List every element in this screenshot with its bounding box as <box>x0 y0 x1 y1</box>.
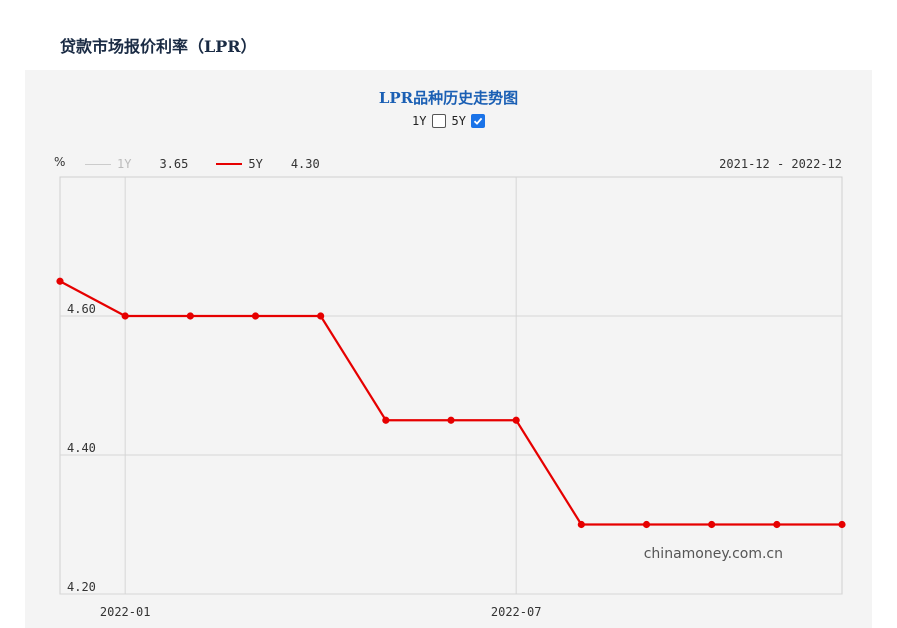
data-point[interactable] <box>56 277 64 285</box>
toggle-1y[interactable]: 1Y <box>412 114 446 128</box>
toggle-5y[interactable]: 5Y <box>452 114 485 128</box>
legend-value: 4.30 <box>290 157 320 171</box>
data-point[interactable] <box>186 312 194 320</box>
x-tick-label: 2022-07 <box>491 605 542 619</box>
toggle-5y-label: 5Y <box>451 114 466 128</box>
checkmark-icon <box>473 117 483 125</box>
y-unit-label: % <box>54 155 66 169</box>
page-title: 贷款市场报价利率（LPR） <box>60 37 257 56</box>
y-tick-label: 4.60 <box>67 302 96 316</box>
toggle-5y-checkbox[interactable] <box>470 114 485 128</box>
data-point[interactable] <box>708 520 716 529</box>
data-point[interactable] <box>512 416 520 424</box>
legend-line-icon <box>85 163 111 165</box>
legend-name: 1Y <box>117 157 132 171</box>
data-point[interactable] <box>838 520 846 529</box>
data-point[interactable] <box>251 312 260 320</box>
data-point[interactable] <box>577 520 585 529</box>
date-range-label: 2021-12 - 2022-12 <box>719 157 842 171</box>
data-point[interactable] <box>773 520 781 529</box>
toggle-1y-label: 1Y <box>412 114 427 128</box>
data-point[interactable] <box>317 312 325 320</box>
y-tick-label: 4.20 <box>67 580 96 594</box>
x-axis: 2022-01 2022-07 <box>100 605 542 619</box>
chart-title: LPR品种历史走势图 <box>378 89 519 107</box>
y-tick-label: 4.40 <box>67 441 96 455</box>
data-point[interactable] <box>382 416 390 424</box>
series-points <box>56 277 846 529</box>
legend-name: 5Y <box>248 157 263 171</box>
watermark: chinamoney.com.cn <box>644 546 783 562</box>
toggle-1y-checkbox[interactable] <box>431 114 446 128</box>
y-axis: 4.20 4.40 4.60 <box>67 302 96 594</box>
data-point[interactable] <box>121 312 129 320</box>
legend-line-icon <box>216 163 243 165</box>
grid <box>60 177 842 595</box>
series-toggles: 1Y 5Y <box>0 114 897 128</box>
data-point[interactable] <box>642 520 651 529</box>
data-point[interactable] <box>447 416 455 424</box>
legend-value: 3.65 <box>159 157 189 171</box>
plot-area <box>59 176 843 595</box>
legend-item-1y[interactable]: 1Y 3.65 <box>85 157 188 171</box>
legend-item-5y[interactable]: 5Y 4.30 <box>216 157 320 171</box>
legend: 1Y 3.65 5Y 4.30 <box>85 157 348 171</box>
x-tick-label: 2022-01 <box>100 605 151 619</box>
